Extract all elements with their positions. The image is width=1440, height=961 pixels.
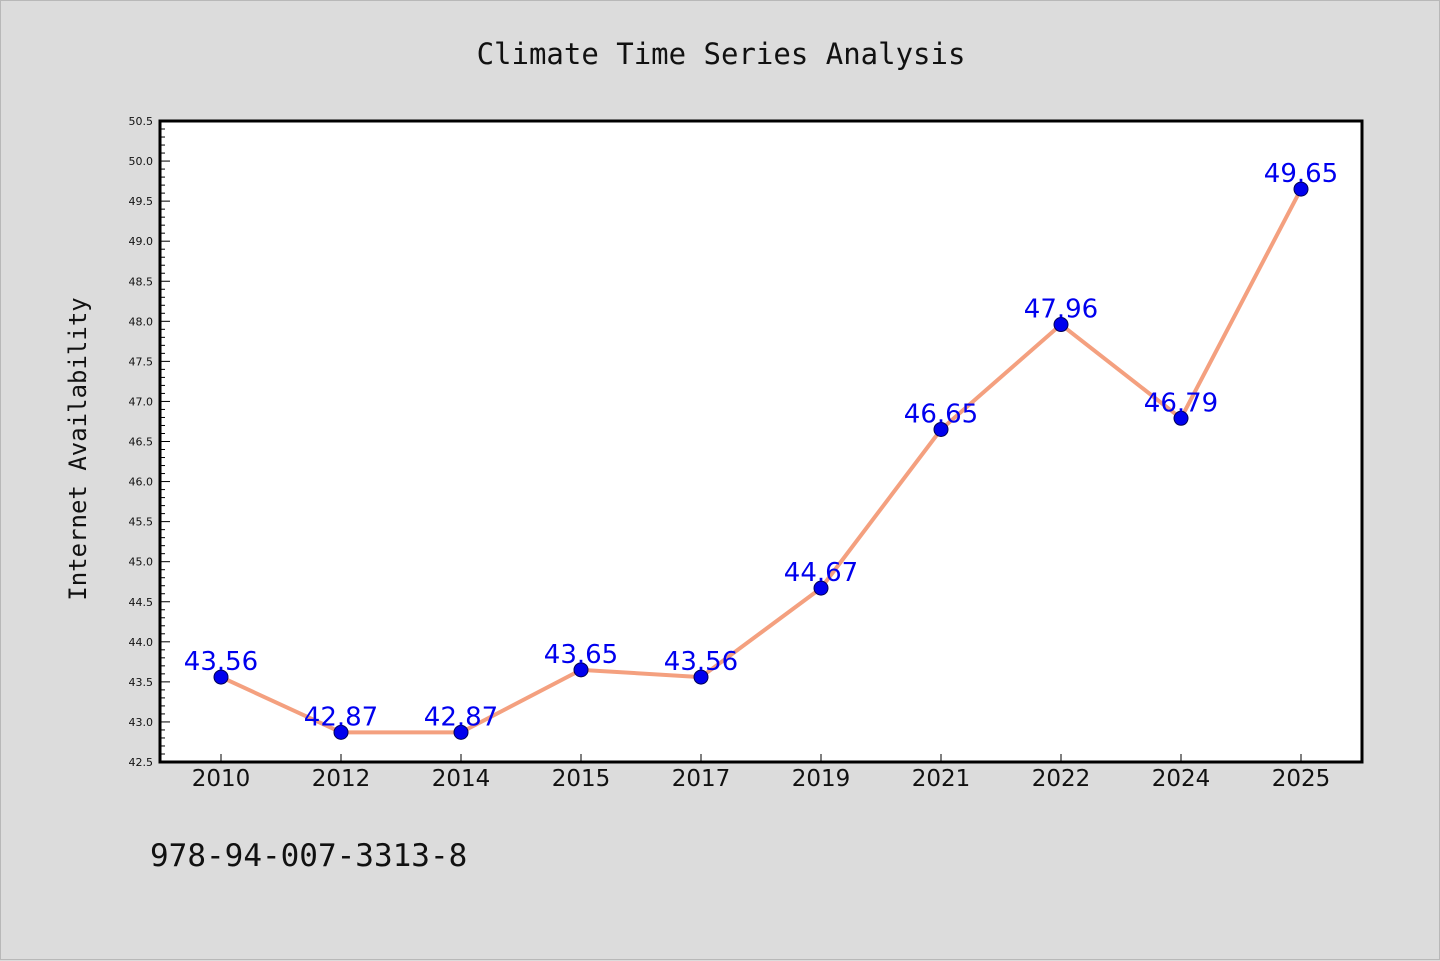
data-label: 46.65 xyxy=(904,399,978,429)
x-axis: 2010 2012 2014 2015 2017 2019 2021 2022 2024 2025 xyxy=(192,754,1331,792)
data-label: 43.56 xyxy=(184,647,258,677)
chart-title: Climate Time Series Analysis xyxy=(477,37,966,71)
y-tick-label: 45.0 xyxy=(129,556,154,569)
x-tick-label: 2012 xyxy=(312,766,371,792)
y-tick-label: 43.5 xyxy=(129,676,154,689)
y-axis-label: Internet Availability xyxy=(64,297,92,600)
x-tick-label: 2010 xyxy=(192,766,251,792)
y-tick-label: 49.0 xyxy=(129,235,154,248)
series-layer: 43.56 42.87 42.87 43.65 43.56 44.67 46.65 47.96… xyxy=(184,159,1338,740)
data-label: 47.96 xyxy=(1024,295,1098,325)
y-tick-label: 42.5 xyxy=(129,756,154,769)
series-line xyxy=(219,187,1303,735)
data-point xyxy=(693,669,709,685)
y-tick-label: 49.5 xyxy=(129,195,154,208)
data-point xyxy=(573,662,589,678)
x-tick-label: 2019 xyxy=(792,766,851,792)
x-tick-label: 2025 xyxy=(1272,766,1331,792)
data-label: 42.87 xyxy=(424,702,498,732)
x-tick-label: 2022 xyxy=(1032,766,1091,792)
y-tick-label: 48.5 xyxy=(129,275,154,288)
x-tick-label: 2021 xyxy=(912,766,971,792)
data-point xyxy=(333,724,349,740)
data-label: 42.87 xyxy=(304,702,378,732)
y-tick-label: 47.5 xyxy=(129,355,154,368)
y-tick-label: 44.0 xyxy=(129,636,154,649)
y-tick-label: 44.5 xyxy=(129,596,154,609)
data-point xyxy=(813,580,829,596)
data-label: 49.65 xyxy=(1264,159,1338,189)
data-point xyxy=(213,669,229,685)
y-tick-label: 46.5 xyxy=(129,436,154,449)
data-label: 46.79 xyxy=(1144,388,1218,418)
y-tick-label: 48.0 xyxy=(129,315,154,328)
x-tick-label: 2024 xyxy=(1152,766,1211,792)
data-label: 43.65 xyxy=(544,640,618,670)
y-tick-label: 47.0 xyxy=(129,395,154,408)
data-label: 44.67 xyxy=(784,558,858,588)
data-point xyxy=(1173,410,1189,426)
y-tick-label: 43.0 xyxy=(129,716,154,729)
data-label: 43.56 xyxy=(664,647,738,677)
x-tick-label: 2017 xyxy=(672,766,731,792)
y-axis: 42.5 43.0 43.5 44.0 44.5 45.0 45.5 46.0 46.5 47.0… xyxy=(129,115,170,769)
data-point xyxy=(933,421,949,437)
data-point xyxy=(1053,317,1069,333)
y-tick-label: 50.0 xyxy=(129,155,154,168)
plot-area xyxy=(158,119,1364,764)
y-tick-label: 46.0 xyxy=(129,476,154,489)
data-point xyxy=(1293,181,1309,197)
x-tick-label: 2014 xyxy=(432,766,491,792)
isbn-footer: 978-94-007-3313-8 xyxy=(150,838,467,874)
x-tick-label: 2015 xyxy=(552,766,611,792)
y-tick-label: 50.5 xyxy=(129,115,154,128)
y-tick-label: 45.5 xyxy=(129,516,154,529)
data-point xyxy=(453,724,469,740)
